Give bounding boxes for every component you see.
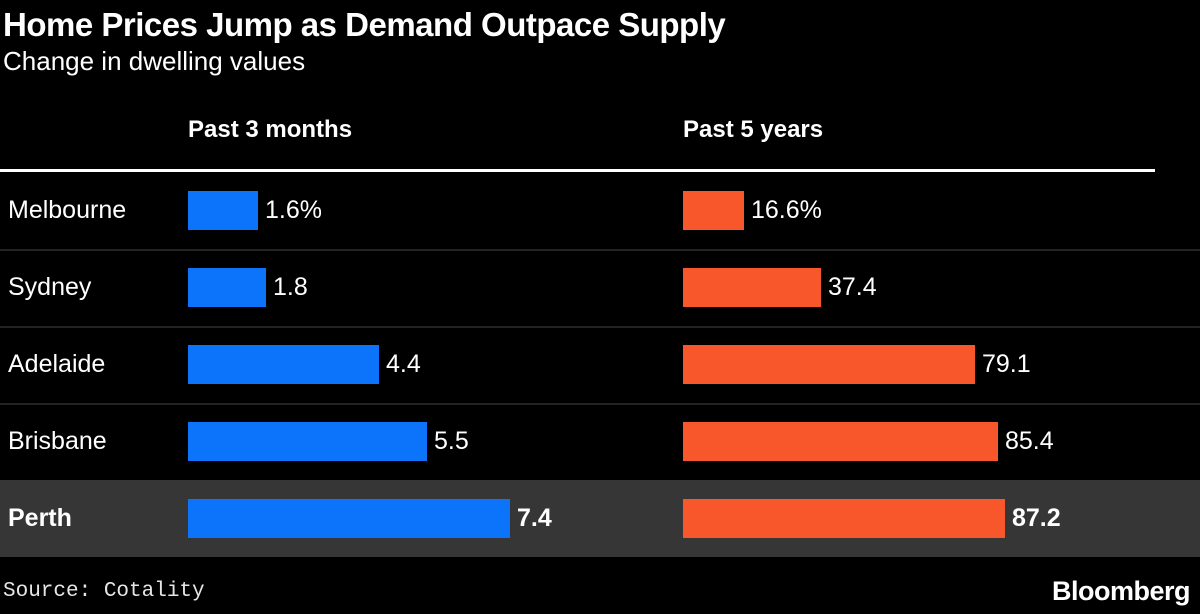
chart-footer: Source: Cotality Bloomberg <box>0 557 1200 614</box>
category-label: Sydney <box>8 273 92 301</box>
page-title: Home Prices Jump as Demand Outpace Suppl… <box>3 6 726 43</box>
category-label: Melbourne <box>8 196 127 224</box>
bar-past-5-years <box>683 268 821 307</box>
bloomberg-logo: Bloomberg <box>1051 576 1191 606</box>
bar-past-5-years <box>683 345 975 384</box>
bar-value-label: 1.6% <box>265 196 322 224</box>
bar-value-label: 79.1 <box>982 350 1031 378</box>
bar-past-3-months <box>188 499 510 538</box>
bar-past-3-months <box>188 345 379 384</box>
bar-past-5-years <box>683 499 1005 538</box>
table-row: Melbourne 1.6% 16.6% <box>0 172 1200 249</box>
bar-cell: 37.4 <box>683 249 1200 326</box>
chart-subtitle: Change in dwelling values <box>3 46 306 76</box>
bar-value-label: 4.4 <box>386 350 421 378</box>
bar-past-5-years <box>683 191 744 230</box>
bar-cell: 4.4 <box>188 326 683 403</box>
table-row: Brisbane 5.5 85.4 <box>0 403 1200 480</box>
bar-value-label: 37.4 <box>828 273 877 301</box>
bar-past-3-months <box>188 422 427 461</box>
bar-past-3-months <box>188 191 258 230</box>
bar-cell: 5.5 <box>188 403 683 480</box>
column-header-past-3-months: Past 3 months <box>188 116 353 143</box>
source-label: Source: Cotality <box>3 580 205 603</box>
bar-past-5-years <box>683 422 998 461</box>
table-row: Adelaide 4.4 79.1 <box>0 326 1200 403</box>
bar-cell: 7.4 <box>188 480 683 557</box>
bar-cell: 87.2 <box>683 480 1200 557</box>
bar-past-3-months <box>188 268 266 307</box>
category-label: Perth <box>8 504 72 532</box>
bar-value-label: 7.4 <box>517 504 552 532</box>
table-row: Sydney 1.8 37.4 <box>0 249 1200 326</box>
bar-value-label: 5.5 <box>434 427 469 455</box>
bar-value-label: 16.6% <box>751 196 822 224</box>
column-header-past-5-years: Past 5 years <box>683 116 824 143</box>
column-headers: Past 3 months Past 5 years <box>0 78 1200 169</box>
bar-value-label: 1.8 <box>273 273 308 301</box>
table-row: Perth 7.4 87.2 <box>0 480 1200 557</box>
bar-value-label: 87.2 <box>1012 504 1061 532</box>
bar-cell: 85.4 <box>683 403 1200 480</box>
bar-cell: 1.8 <box>188 249 683 326</box>
bar-cell: 16.6% <box>683 172 1200 249</box>
header-divider <box>0 169 1155 172</box>
category-label: Brisbane <box>8 427 107 455</box>
chart-rows: Melbourne 1.6% 16.6% Sydney 1.8 37.4 Adelaide 4… <box>0 172 1200 557</box>
bar-value-label: 85.4 <box>1005 427 1054 455</box>
category-label: Adelaide <box>8 350 106 378</box>
bar-cell: 1.6% <box>188 172 683 249</box>
bar-cell: 79.1 <box>683 326 1200 403</box>
